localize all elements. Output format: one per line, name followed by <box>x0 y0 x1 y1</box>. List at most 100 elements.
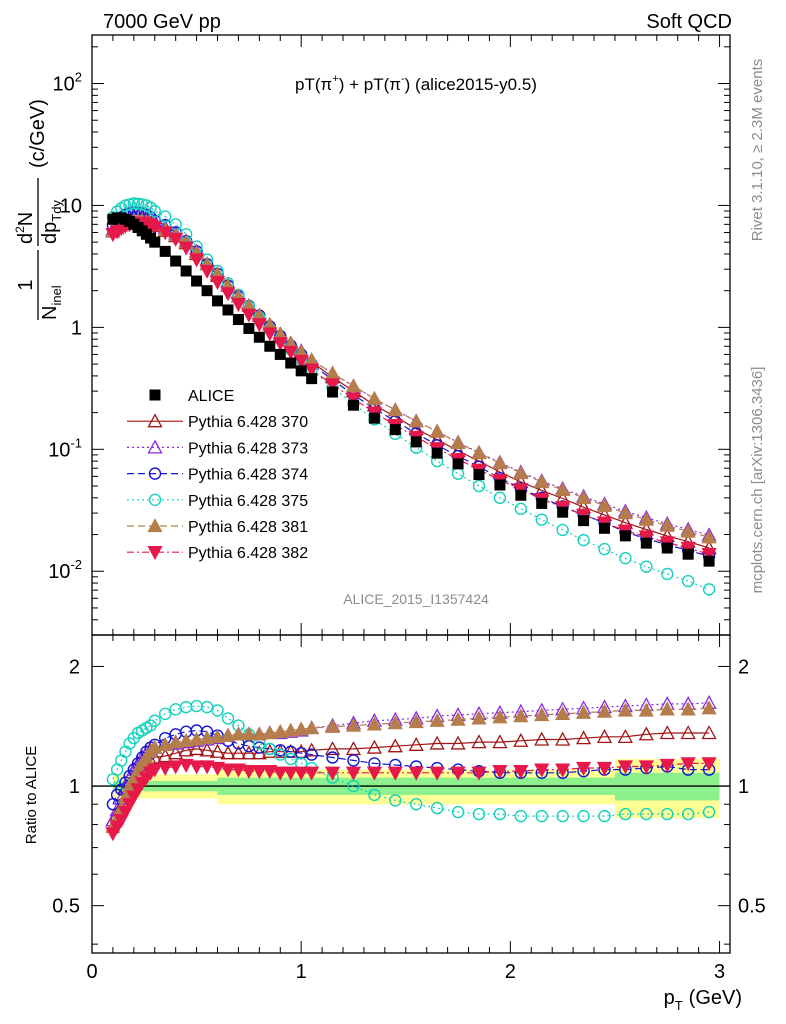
ratio-point-pythia-6-428-375 <box>221 712 235 725</box>
data-point-pythia-6-428-382 <box>230 298 247 313</box>
ratio-point-pythia-6-428-370 <box>429 735 445 750</box>
ratio-point-pythia-6-428-382 <box>513 765 529 780</box>
ratio-point-pythia-6-428-370 <box>293 743 309 758</box>
ratio-point-pythia-6-428-374 <box>326 751 339 764</box>
data-point-pythia-6-428-375 <box>144 201 157 214</box>
data-point-pythia-6-428-382 <box>345 392 362 407</box>
ratio-point-pythia-6-428-382 <box>555 763 571 778</box>
data-point-pythia-6-428-381 <box>596 497 613 512</box>
data-point-alice <box>619 530 631 542</box>
ratio-point-pythia-6-428-381 <box>366 716 382 731</box>
ratio-point-pythia-6-428-370 <box>575 730 592 745</box>
data-point-pythia-6-428-375 <box>598 542 611 556</box>
x-tick-label: 2 <box>505 961 516 983</box>
ratio-point-pythia-6-428-370 <box>230 745 247 760</box>
ratio-point-pythia-6-428-375 <box>493 807 507 821</box>
data-point-pythia-6-428-382 <box>168 232 184 247</box>
data-point-alice <box>389 424 401 436</box>
legend-label-pythia-6-428-374: Pythia 6.428 374 <box>188 467 308 484</box>
ratio-point-pythia-6-428-382 <box>283 766 299 781</box>
data-point-pythia-6-428-375 <box>451 467 465 480</box>
ratio-point-pythia-6-428-382 <box>534 763 550 778</box>
ratio-point-pythia-6-428-381 <box>575 704 592 719</box>
ratio-point-pythia-6-428-382 <box>304 766 320 781</box>
data-point-pythia-6-428-381 <box>638 511 654 526</box>
ratio-y-tick-label-right: 0.5 <box>738 896 766 918</box>
ratio-point-pythia-6-428-381 <box>293 721 309 736</box>
analysis-id-label: ALICE_2015_I1357424 <box>343 591 489 607</box>
ratio-point-pythia-6-428-375 <box>451 805 465 819</box>
data-point-pythia-6-428-382 <box>272 337 288 352</box>
ratio-point-pythia-6-428-375 <box>211 704 224 717</box>
ratio-point-pythia-6-428-381 <box>230 726 247 741</box>
ratio-point-pythia-6-428-382 <box>241 765 257 780</box>
ratio-y-tick-label-right: 1 <box>738 776 749 798</box>
ratio-point-pythia-6-428-370 <box>534 731 550 746</box>
ratio-point-pythia-6-428-382 <box>659 758 675 773</box>
ratio-point-pythia-6-428-382 <box>366 766 382 781</box>
data-point-alice <box>431 447 443 459</box>
y-tick-label: 102 <box>53 70 82 96</box>
ratio-point-pythia-6-428-381 <box>199 730 215 745</box>
data-point-alice <box>368 412 380 424</box>
axes-frame: 0 1 2 3 10-2 10-1 1 10 102 0.5 0.5 1 1 2 2 <box>48 34 766 983</box>
ratio-point-pythia-6-428-381 <box>596 703 613 718</box>
legend-label-pythia-6-428-370: Pythia 6.428 370 <box>188 414 308 431</box>
ratio-point-pythia-6-428-375 <box>535 809 548 823</box>
data-point-alice <box>274 348 286 360</box>
data-point-alice <box>170 255 182 267</box>
data-point-pythia-6-428-375 <box>131 197 145 211</box>
ratio-point-pythia-6-428-382 <box>450 766 466 781</box>
ratio-point-pythia-6-428-381 <box>272 723 288 738</box>
ratio-point-pythia-6-428-381 <box>429 712 445 727</box>
ratio-point-pythia-6-428-382 <box>209 761 226 776</box>
data-point-alice <box>598 522 610 534</box>
ratio-point-pythia-6-428-382 <box>147 763 163 778</box>
legend-label-pythia-6-428-375: Pythia 6.428 375 <box>188 493 308 510</box>
y-tick-label: 10-2 <box>48 557 82 583</box>
data-point-pythia-6-428-375 <box>681 574 695 588</box>
data-point-alice <box>180 265 192 277</box>
data-point-pythia-6-428-375 <box>702 583 716 596</box>
data-point-alice <box>515 489 527 501</box>
data-point-alice <box>232 314 244 326</box>
data-point-pythia-6-428-381 <box>575 489 592 504</box>
x-axis-label: pT (GeV) <box>664 987 742 1013</box>
ratio-point-pythia-6-428-382 <box>701 757 717 772</box>
ratio-point-pythia-6-428-374 <box>305 748 318 761</box>
data-point-alice <box>212 295 224 307</box>
ratio-point-pythia-6-428-382 <box>220 763 236 778</box>
ratio-point-pythia-6-428-370 <box>492 734 508 749</box>
ratio-point-pythia-6-428-375 <box>159 707 172 721</box>
data-point-alice <box>149 236 161 248</box>
ratio-point-pythia-6-428-370 <box>617 728 634 743</box>
ratio-point-pythia-6-428-381 <box>680 701 696 716</box>
ratio-point-pythia-6-428-375 <box>702 805 716 819</box>
ratio-point-pythia-6-428-382 <box>157 761 173 776</box>
data-point-alice <box>295 365 307 377</box>
ratio-point-pythia-6-428-382 <box>596 761 613 776</box>
data-point-pythia-6-428-381 <box>617 505 634 520</box>
ratio-point-pythia-6-428-370 <box>638 726 654 741</box>
data-point-pythia-6-428-382 <box>701 548 717 563</box>
data-point-alice <box>222 304 234 316</box>
ratio-point-pythia-6-428-370 <box>220 745 236 760</box>
legend-marker-alice <box>149 389 161 401</box>
ratio-series-layer <box>105 694 717 842</box>
ratio-point-pythia-6-428-370 <box>387 738 403 753</box>
data-point-pythia-6-428-381 <box>492 455 508 470</box>
ratio-point-pythia-6-428-370 <box>513 732 529 747</box>
ratio-point-pythia-6-428-381 <box>188 731 205 746</box>
ratio-point-pythia-6-428-375 <box>148 714 161 727</box>
ratio-point-pythia-6-428-370 <box>188 741 205 756</box>
ratio-point-pythia-6-428-381 <box>659 701 675 716</box>
data-point-alice <box>253 331 265 343</box>
ratio-point-pythia-6-428-381 <box>408 714 424 729</box>
ratio-point-pythia-6-428-375 <box>514 809 528 823</box>
data-point-pythia-6-428-382 <box>283 345 299 360</box>
ratio-point-pythia-6-428-381 <box>513 708 529 723</box>
data-point-pythia-6-428-382 <box>209 275 226 291</box>
ratio-point-pythia-6-428-370 <box>659 725 675 740</box>
ylabel-one: 1 <box>15 279 37 290</box>
